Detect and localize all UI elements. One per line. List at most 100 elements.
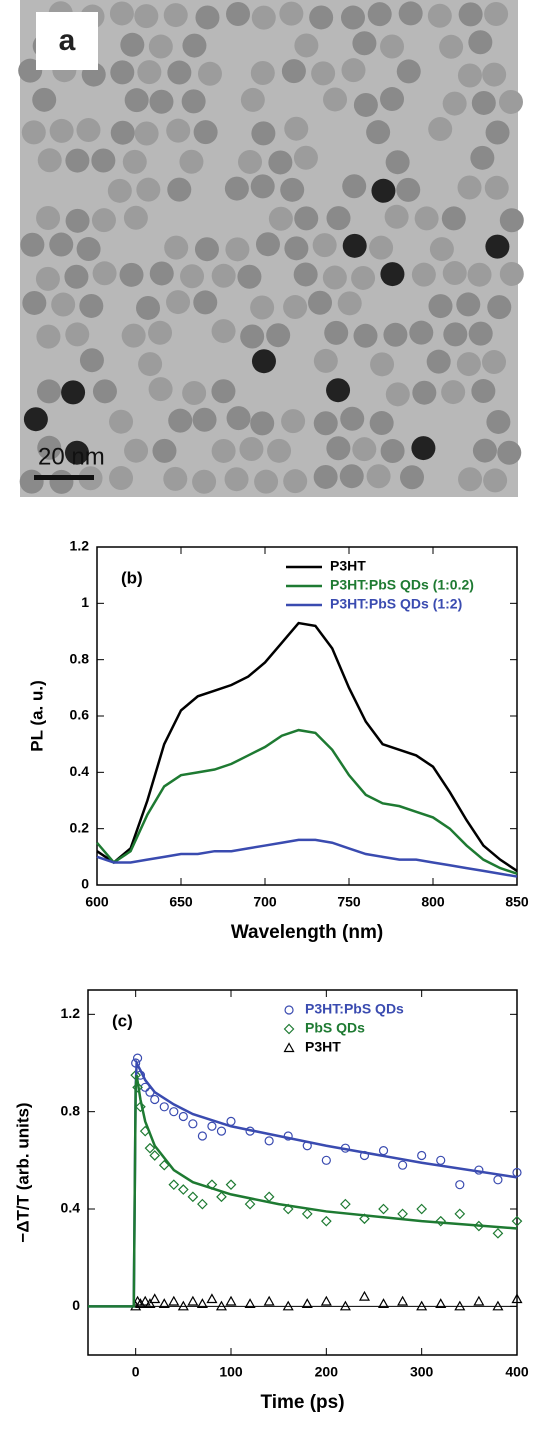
x-tick-label: 200	[315, 1364, 339, 1380]
nanoparticle	[149, 261, 174, 286]
legend-label: P3HT	[330, 558, 366, 574]
marker-diamond	[340, 1198, 351, 1210]
nanoparticle	[65, 208, 90, 233]
y-tick-label: 0.6	[70, 707, 90, 723]
nanoparticle	[61, 380, 86, 405]
nanoparticle	[482, 350, 507, 375]
nanoparticle	[268, 206, 293, 231]
nanoparticle	[486, 409, 511, 434]
nanoparticle	[313, 411, 338, 436]
plot-frame	[87, 989, 518, 1356]
nanoparticle	[181, 89, 206, 114]
nanoparticle	[429, 237, 454, 262]
nanoparticle	[194, 237, 219, 262]
x-tick-label: 600	[85, 894, 109, 910]
nanoparticle	[91, 208, 116, 233]
nanoparticle	[64, 264, 89, 289]
y-tick-label: 0	[81, 876, 89, 892]
nanoparticle	[109, 466, 134, 491]
nanoparticle	[352, 31, 377, 56]
marker-triangle	[177, 1300, 189, 1311]
nanoparticle	[136, 177, 161, 202]
nanoparticle	[237, 264, 262, 289]
fit-line	[88, 1058, 518, 1308]
data-line	[96, 621, 518, 872]
nanoparticle	[499, 261, 524, 286]
nanoparticle	[23, 407, 48, 432]
nanoparticle	[396, 59, 421, 84]
legend-marker	[283, 1042, 295, 1053]
marker-triangle	[187, 1295, 199, 1306]
marker-circle	[378, 1145, 389, 1156]
marker-diamond	[320, 1215, 332, 1227]
nanoparticle	[279, 1, 304, 26]
nanoparticle	[385, 150, 410, 175]
marker-triangle	[416, 1300, 428, 1311]
nanoparticle	[124, 88, 149, 113]
nanoparticle	[239, 436, 264, 461]
nanoparticle	[35, 266, 60, 291]
marker-diamond	[263, 1191, 275, 1203]
nanoparticle	[341, 58, 366, 83]
nanoparticle	[109, 1, 134, 26]
marker-triangle	[378, 1298, 390, 1308]
marker-diamond	[244, 1198, 256, 1210]
marker-circle	[455, 1180, 465, 1190]
marker-diamond	[511, 1215, 523, 1227]
nanoparticle	[254, 469, 279, 494]
nanoparticle	[369, 235, 394, 260]
legend-marker	[283, 1023, 295, 1035]
nanoparticle	[499, 208, 524, 233]
y-tick-label: 1.2	[61, 1005, 81, 1021]
nanoparticle	[182, 381, 207, 406]
nanoparticle	[37, 148, 62, 173]
marker-triangle	[339, 1300, 351, 1311]
nanoparticle	[284, 236, 309, 261]
nanoparticle	[121, 323, 146, 348]
nanoparticle	[211, 379, 236, 404]
nanoparticle	[280, 177, 305, 202]
data-line	[96, 728, 518, 875]
marker-diamond	[168, 1179, 180, 1191]
nanoparticle	[76, 118, 101, 143]
nanoparticle	[482, 62, 507, 87]
nanoparticle	[293, 262, 318, 287]
nanoparticle	[383, 322, 408, 347]
marker-triangle	[282, 1300, 294, 1311]
x-tick-label: 300	[410, 1364, 434, 1380]
marker-circle	[178, 1111, 188, 1122]
nanoparticle	[414, 206, 439, 231]
nanoparticle	[134, 121, 159, 146]
nanoparticle	[64, 440, 89, 465]
nanoparticle	[152, 438, 177, 463]
marker-diamond	[144, 1142, 156, 1154]
scale-bar	[34, 475, 94, 480]
nanoparticle	[136, 295, 161, 320]
legend-label: P3HT:PbS QDs (1:2)	[330, 596, 462, 612]
y-tick-label: 0.8	[61, 1102, 81, 1118]
nanoparticle	[65, 148, 90, 173]
marker-circle	[169, 1107, 179, 1117]
nanoparticle	[471, 90, 496, 115]
nanoparticle	[468, 321, 493, 346]
nanoparticle	[284, 116, 309, 141]
nanoparticle	[411, 262, 436, 287]
marker-triangle	[511, 1293, 523, 1304]
nanoparticle	[294, 33, 319, 58]
nanoparticle	[441, 206, 466, 231]
nanoparticle	[457, 63, 482, 88]
marker-triangle	[397, 1295, 409, 1306]
marker-triangle	[358, 1290, 370, 1301]
nanoparticle	[255, 232, 280, 257]
marker-circle	[321, 1155, 331, 1165]
nanoparticle	[65, 322, 90, 347]
nanoparticle	[193, 290, 218, 315]
nanoparticle	[180, 264, 205, 289]
nanoparticle	[36, 324, 61, 349]
nanoparticle	[164, 235, 189, 260]
nanoparticle	[163, 3, 188, 28]
nanoparticle	[456, 352, 481, 377]
marker-circle	[188, 1119, 198, 1129]
nanoparticle	[138, 352, 163, 377]
nanoparticle	[458, 467, 483, 492]
